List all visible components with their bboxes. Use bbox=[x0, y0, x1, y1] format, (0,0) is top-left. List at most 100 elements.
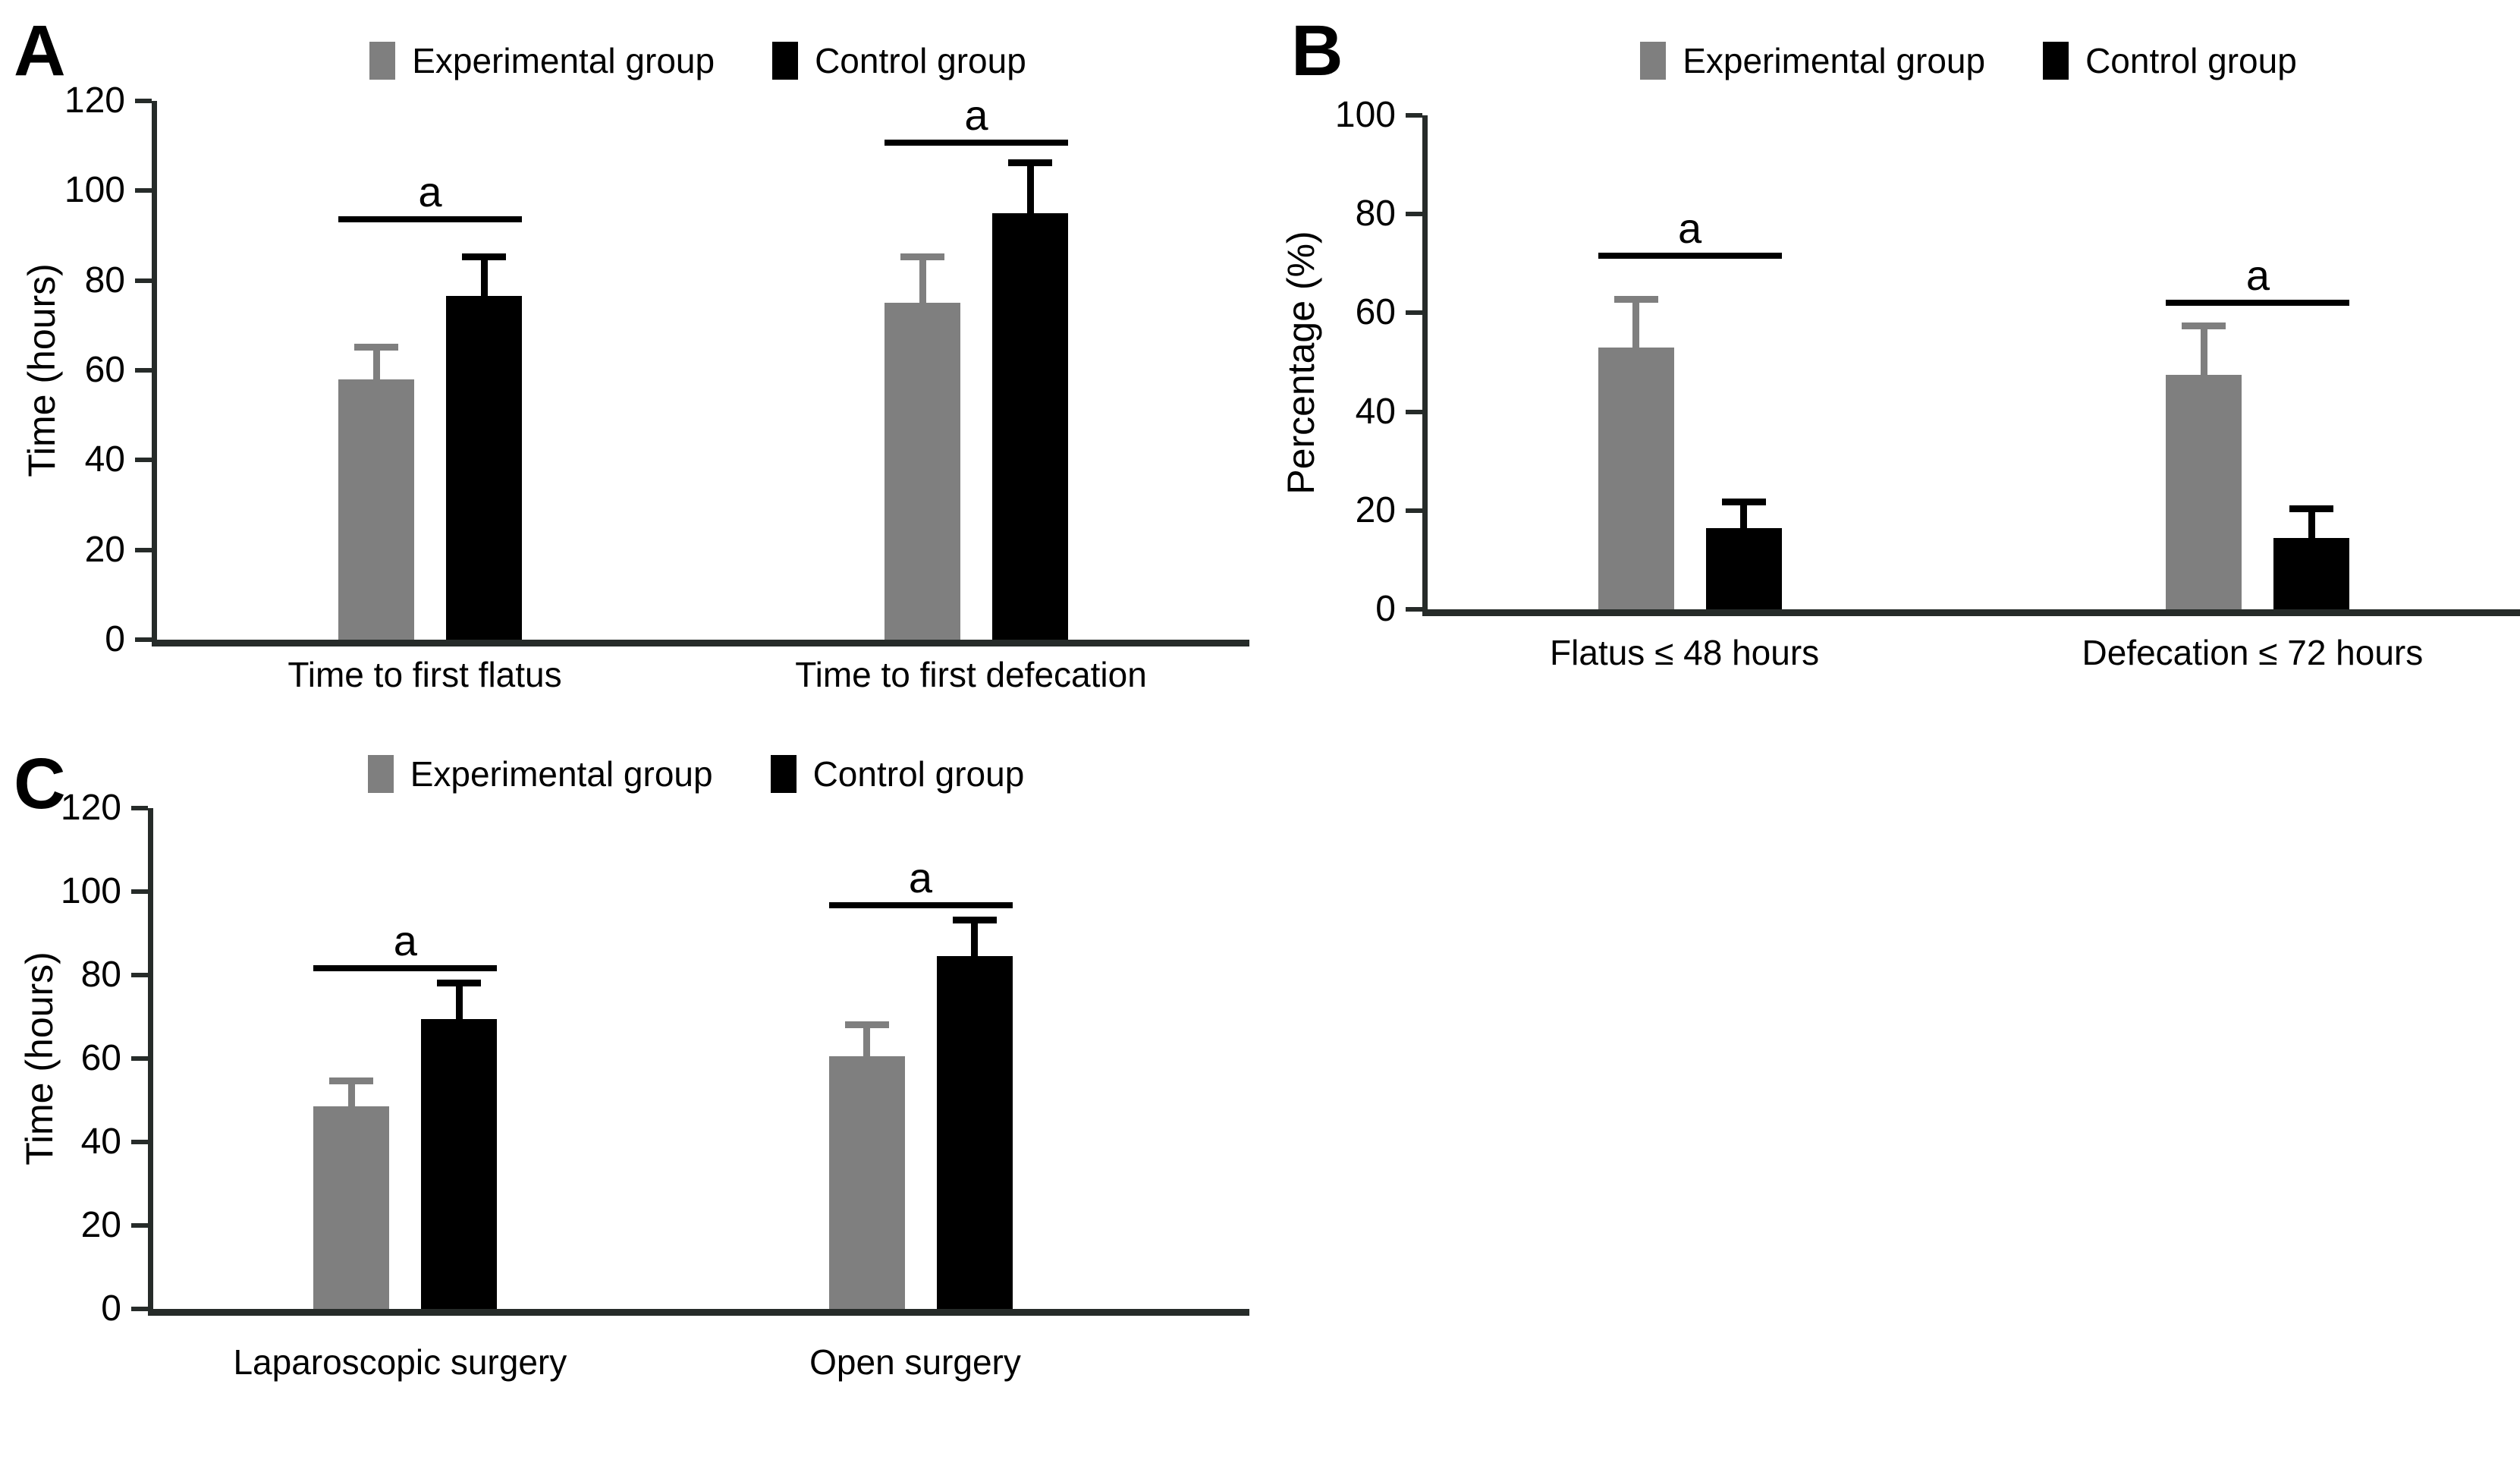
significance-bracket bbox=[338, 215, 522, 222]
y-axis-tick bbox=[1406, 113, 1422, 118]
error-bar-cap bbox=[462, 253, 506, 261]
error-bar-stem bbox=[971, 917, 978, 958]
control-swatch-icon bbox=[770, 755, 797, 794]
significance-label: a bbox=[393, 916, 417, 964]
legend: Experimental group Control group bbox=[1422, 42, 2515, 80]
control-bar bbox=[446, 296, 522, 640]
control-swatch-icon bbox=[2043, 42, 2069, 80]
y-axis-tick bbox=[1406, 508, 1422, 513]
significance-bracket bbox=[2166, 299, 2350, 306]
y-tick-label: 60 bbox=[84, 350, 125, 390]
y-tick-label: 100 bbox=[64, 170, 125, 211]
experimental-bar bbox=[2166, 374, 2242, 609]
error-bar-cap bbox=[900, 253, 944, 261]
plot-area: 0 20 40 60 80 100 120 a a bbox=[64, 81, 1249, 659]
experimental-bar bbox=[1598, 347, 1674, 609]
y-tick-label: 40 bbox=[84, 439, 125, 480]
significance-bracket bbox=[828, 902, 1013, 908]
error-bar-cap bbox=[1613, 295, 1658, 303]
y-axis-tick bbox=[135, 188, 152, 193]
legend-item-experimental: Experimental group bbox=[1640, 42, 1985, 80]
legend-item-control: Control group bbox=[772, 42, 1026, 80]
y-tick-label: 20 bbox=[80, 1205, 121, 1245]
plot-area: 0 20 40 60 80 100 a a bbox=[1335, 96, 2520, 629]
experimental-bar bbox=[338, 379, 414, 640]
y-tick-label: 0 bbox=[101, 1288, 121, 1329]
y-tick-label: 0 bbox=[1375, 589, 1396, 629]
legend-item-experimental: Experimental group bbox=[367, 755, 713, 794]
x-axis-labels: Flatus ≤ 48 hours Defecation ≤ 72 hours bbox=[1422, 632, 2515, 678]
panel-b: B Experimental group Control group Perce… bbox=[1259, 0, 2520, 721]
y-tick-label: 60 bbox=[80, 1038, 121, 1078]
legend-label-control: Control group bbox=[815, 41, 1026, 80]
error-bar-stem bbox=[1740, 498, 1748, 530]
error-bar-cap bbox=[844, 1021, 889, 1028]
error-bar-cap bbox=[1721, 498, 1766, 505]
control-bar bbox=[1705, 527, 1782, 609]
plot-area: 0 20 40 60 80 100 120 a a bbox=[61, 788, 1249, 1329]
control-bar bbox=[421, 1018, 498, 1309]
y-axis-tick bbox=[1406, 212, 1422, 217]
significance-bracket bbox=[885, 140, 1068, 146]
y-axis-tick bbox=[131, 1307, 148, 1311]
significance-label: a bbox=[964, 91, 988, 140]
category-label: Laparoscopic surgery bbox=[233, 1342, 567, 1382]
panel-a-letter: A bbox=[14, 11, 66, 91]
y-tick-label: 20 bbox=[1355, 489, 1396, 530]
experimental-swatch-icon bbox=[1640, 42, 1667, 80]
category-label: Time to first flatus bbox=[288, 655, 562, 694]
error-bar-stem bbox=[2308, 505, 2315, 540]
category-label: Flatus ≤ 48 hours bbox=[1550, 633, 1820, 672]
legend: Experimental group Control group bbox=[152, 42, 1244, 80]
legend: Experimental group Control group bbox=[148, 755, 1244, 794]
y-axis-tick bbox=[135, 637, 152, 642]
y-axis-tick bbox=[131, 973, 148, 977]
y-axis-tick bbox=[135, 99, 152, 103]
x-axis-labels: Time to first flatus Time to first defec… bbox=[152, 654, 1244, 700]
y-axis-tick bbox=[131, 889, 148, 894]
legend-label-control: Control group bbox=[2085, 41, 2297, 80]
error-bar-stem bbox=[1632, 295, 1640, 349]
legend-item-control: Control group bbox=[2043, 42, 2297, 80]
significance-bracket bbox=[313, 964, 498, 971]
y-axis-tick bbox=[135, 278, 152, 283]
error-bar-cap bbox=[437, 979, 482, 986]
significance-label: a bbox=[908, 854, 933, 901]
legend-item-experimental: Experimental group bbox=[369, 42, 715, 80]
control-bar bbox=[2273, 537, 2350, 609]
error-bar-cap bbox=[329, 1077, 374, 1084]
error-bar-stem bbox=[455, 979, 463, 1021]
error-bar-stem bbox=[2200, 322, 2207, 376]
experimental-swatch-icon bbox=[367, 755, 394, 794]
legend-item-control: Control group bbox=[770, 754, 1025, 794]
x-axis-labels: Laparoscopic surgery Open surgery bbox=[148, 1342, 1244, 1387]
experimental-bar bbox=[313, 1106, 390, 1309]
significance-label: a bbox=[418, 167, 442, 215]
category-label: Defecation ≤ 72 hours bbox=[2082, 633, 2424, 672]
y-tick-label: 40 bbox=[80, 1122, 121, 1162]
y-axis-title: Percentage (%) bbox=[1280, 231, 1322, 495]
control-bar bbox=[936, 956, 1013, 1309]
category-label: Time to first defecation bbox=[795, 655, 1147, 694]
significance-label: a bbox=[2245, 250, 2270, 299]
control-swatch-icon bbox=[772, 42, 799, 80]
significance-bracket bbox=[1598, 252, 1782, 259]
legend-label-control: Control group bbox=[812, 754, 1025, 794]
y-tick-label: 100 bbox=[1334, 95, 1396, 135]
y-tick-label: 60 bbox=[1355, 292, 1396, 333]
legend-label-experimental: Experimental group bbox=[412, 41, 715, 80]
y-tick-label: 40 bbox=[1355, 391, 1396, 432]
experimental-swatch-icon bbox=[369, 42, 396, 80]
error-bar-cap bbox=[2289, 505, 2334, 513]
experimental-bar bbox=[885, 303, 960, 640]
y-axis-tick bbox=[131, 806, 148, 810]
error-bar-cap bbox=[1008, 159, 1052, 166]
y-axis-tick bbox=[135, 368, 152, 373]
y-tick-label: 100 bbox=[60, 871, 121, 911]
y-tick-label: 80 bbox=[80, 955, 121, 995]
y-tick-label: 120 bbox=[60, 788, 121, 828]
error-bar-cap bbox=[952, 917, 997, 923]
y-tick-label: 80 bbox=[84, 260, 125, 300]
experimental-bar bbox=[828, 1056, 905, 1309]
significance-label: a bbox=[1678, 203, 1702, 252]
